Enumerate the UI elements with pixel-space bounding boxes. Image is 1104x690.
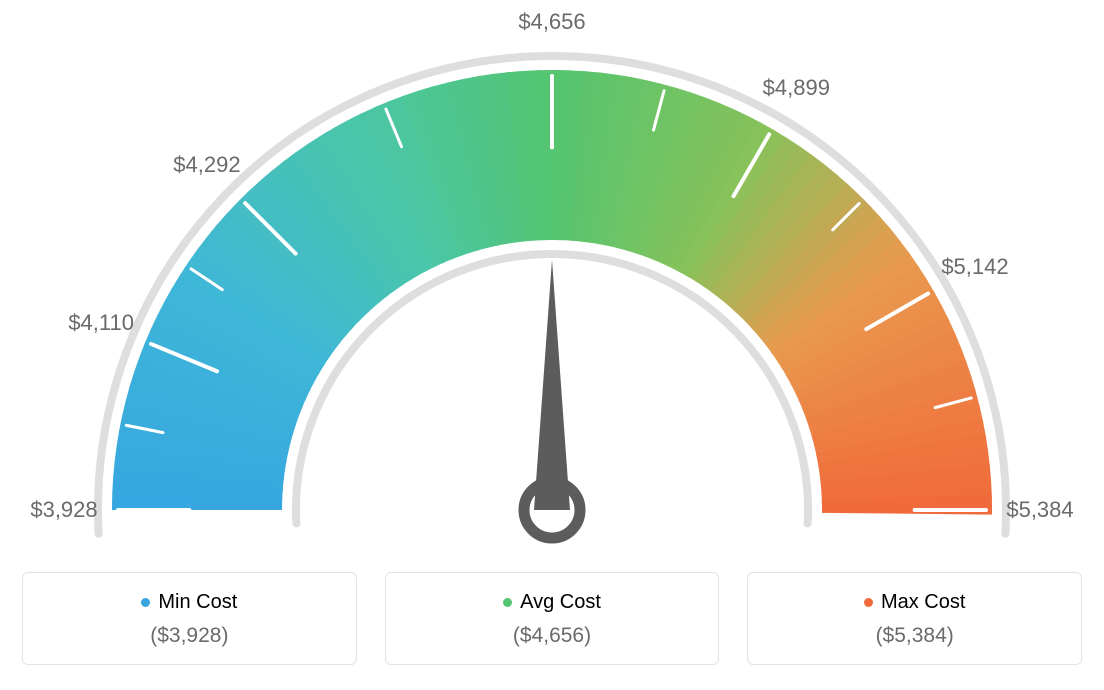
cost-gauge: $3,928$4,110$4,292$4,656$4,899$5,142$5,3… bbox=[22, 20, 1082, 560]
legend-value-avg: ($4,656) bbox=[513, 624, 591, 648]
dot-icon bbox=[503, 598, 512, 607]
legend-title-max: Max Cost bbox=[864, 591, 965, 614]
dot-icon bbox=[141, 598, 150, 607]
gauge-tick-label: $5,142 bbox=[941, 254, 1008, 280]
gauge-tick-label: $4,292 bbox=[173, 152, 240, 178]
legend-card-max: Max Cost ($5,384) bbox=[747, 572, 1082, 665]
gauge-tick-label: $5,384 bbox=[1006, 497, 1073, 523]
legend-value-min: ($3,928) bbox=[150, 624, 228, 648]
gauge-tick-label: $4,110 bbox=[68, 310, 134, 336]
gauge-tick-label: $4,656 bbox=[518, 9, 585, 35]
gauge-tick-label: $3,928 bbox=[30, 497, 97, 523]
legend-title-min: Min Cost bbox=[141, 591, 237, 614]
legend-value-max: ($5,384) bbox=[876, 624, 954, 648]
legend-label: Max Cost bbox=[881, 591, 965, 614]
legend-label: Min Cost bbox=[158, 591, 237, 614]
gauge-tick-label: $4,899 bbox=[763, 75, 830, 101]
legend-title-avg: Avg Cost bbox=[503, 591, 601, 614]
dot-icon bbox=[864, 598, 873, 607]
legend-label: Avg Cost bbox=[520, 591, 601, 614]
legend-card-avg: Avg Cost ($4,656) bbox=[385, 572, 720, 665]
legend-row: Min Cost ($3,928) Avg Cost ($4,656) Max … bbox=[22, 572, 1082, 665]
legend-card-min: Min Cost ($3,928) bbox=[22, 572, 357, 665]
